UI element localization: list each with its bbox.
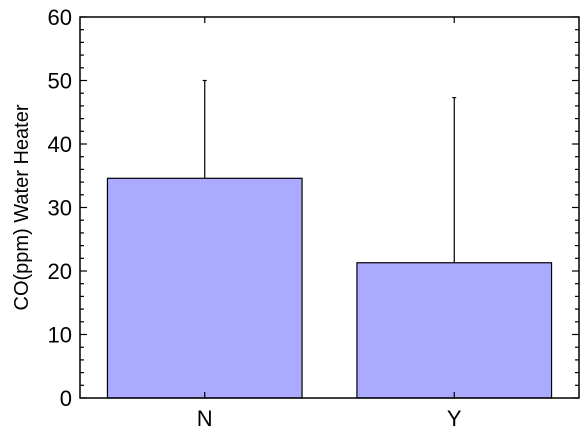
x-tick-label-y: Y (447, 406, 462, 428)
x-tick-label-n: N (197, 406, 213, 428)
y-tick-label: 0 (60, 386, 72, 411)
y-tick-label: 50 (48, 69, 72, 94)
bar-y (356, 262, 553, 399)
y-tick-label: 30 (48, 196, 72, 221)
plot-frame (79, 16, 580, 399)
y-tick-label: 40 (48, 132, 72, 157)
y-axis-ticks: 0 10 20 30 40 50 60 (48, 5, 579, 411)
y-tick-label: 20 (48, 259, 72, 284)
y-axis-title: CO(ppm) Water Heater (11, 104, 33, 310)
y-tick-label: 60 (48, 5, 72, 30)
chart-marks (106, 79, 553, 399)
bar-n (106, 177, 303, 399)
y-tick-label: 10 (48, 323, 72, 348)
